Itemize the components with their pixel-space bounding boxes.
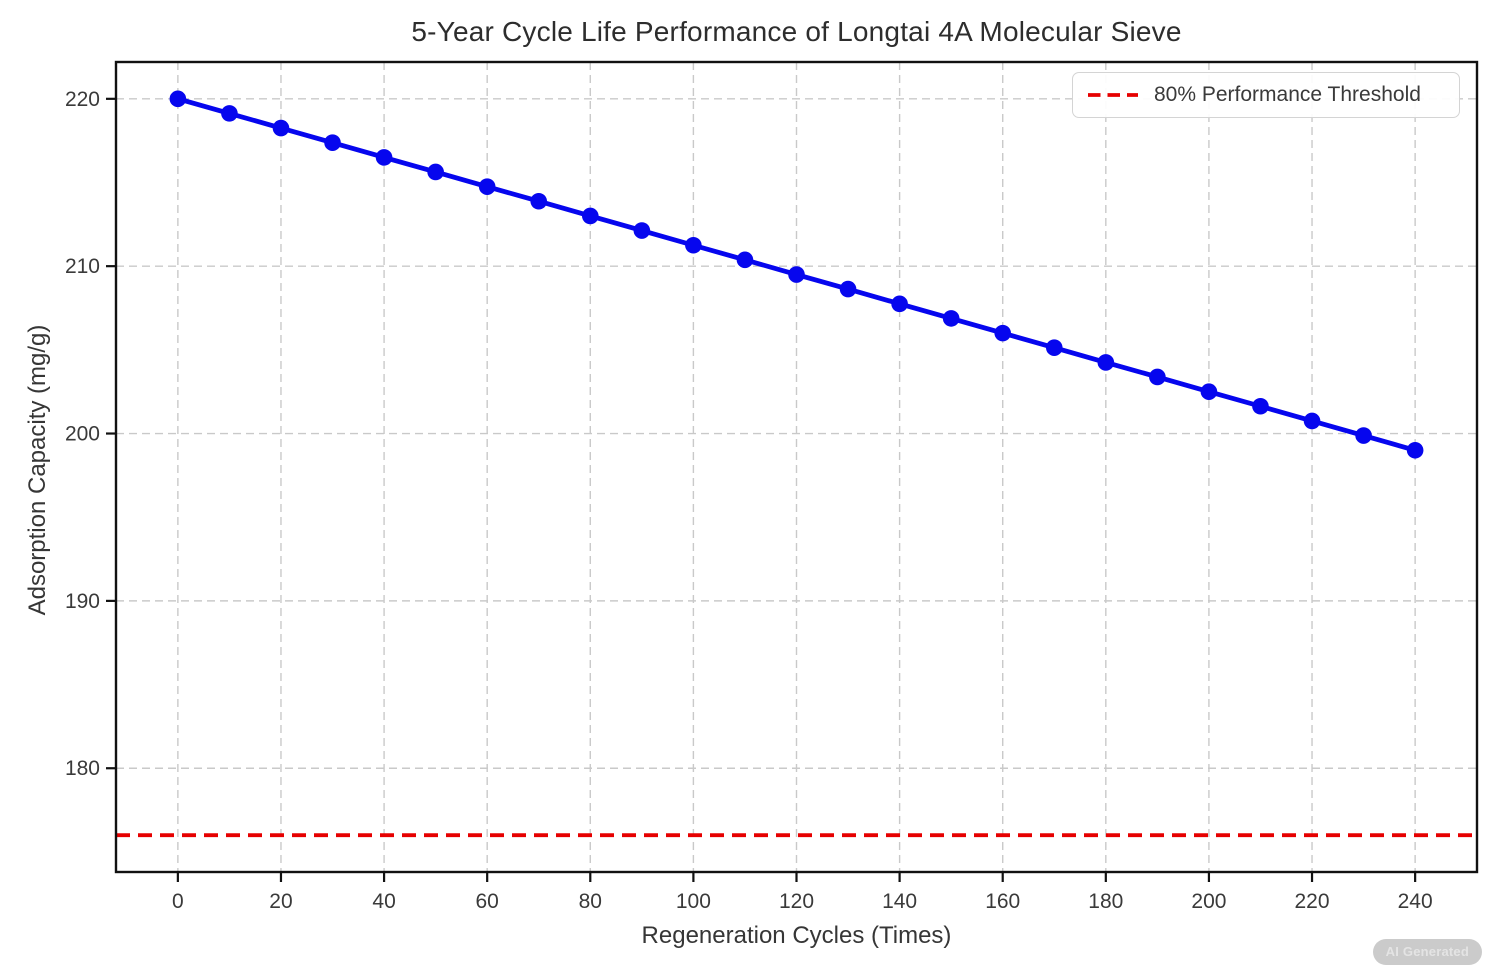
data-point (1045, 339, 1063, 356)
data-point (788, 266, 805, 283)
data-point (427, 163, 444, 181)
x-tick-label: 80 (579, 890, 602, 913)
data-point (685, 236, 702, 254)
y-tick-label: 200 (65, 423, 100, 446)
data-point (1200, 383, 1218, 400)
legend: 80% Performance Threshold (1072, 72, 1460, 118)
data-point (1303, 412, 1321, 430)
plot-area: 0 20 40 60 80 100 120 140 160 180 200 220 240 180 190 2… (65, 60, 1479, 913)
x-tick-label: 140 (882, 890, 917, 913)
data-point (994, 324, 1012, 342)
data-point (1406, 441, 1424, 459)
data-point (478, 178, 496, 195)
x-axis-label: Regeneration Cycles (Times) (641, 922, 952, 949)
x-tick-label: 60 (476, 890, 499, 913)
data-point (530, 192, 548, 210)
x-tick-label: 160 (985, 890, 1020, 913)
data-point (169, 90, 187, 108)
x-tick-label: 0 (172, 890, 184, 913)
data-point (633, 222, 651, 239)
y-tick-label: 210 (65, 255, 100, 278)
y-axis-label: Adsorption Capacity (mg/g) (24, 324, 51, 616)
data-point (1149, 368, 1166, 386)
x-tick-label: 100 (676, 890, 711, 913)
x-tick-label: 20 (269, 890, 292, 913)
data-point (891, 295, 908, 313)
x-tick-label: 200 (1191, 890, 1226, 913)
x-tick-label: 240 (1398, 890, 1433, 913)
data-point (1355, 427, 1372, 444)
data-point (272, 119, 290, 137)
x-tick-label: 40 (372, 890, 395, 913)
x-tick-label: 220 (1295, 890, 1330, 913)
x-tick-label: 120 (779, 890, 814, 913)
data-point (1252, 397, 1269, 415)
threshold-dash-icon (1088, 93, 1138, 97)
data-point (839, 280, 857, 298)
data-point (324, 134, 341, 151)
chart-title: 5-Year Cycle Life Performance of Longtai… (411, 16, 1182, 47)
y-tick-label: 180 (65, 757, 100, 780)
data-point (581, 207, 599, 225)
data-point (1097, 354, 1115, 371)
y-tick-label: 190 (65, 590, 100, 613)
legend-label: 80% Performance Threshold (1154, 83, 1421, 106)
y-tick-label: 220 (65, 88, 100, 111)
ai-generated-badge: AI Generated (1372, 939, 1482, 965)
data-point (221, 105, 238, 122)
data-point (736, 251, 754, 269)
data-point (942, 310, 960, 327)
data-point (375, 149, 393, 166)
x-tick-label: 180 (1088, 890, 1123, 913)
